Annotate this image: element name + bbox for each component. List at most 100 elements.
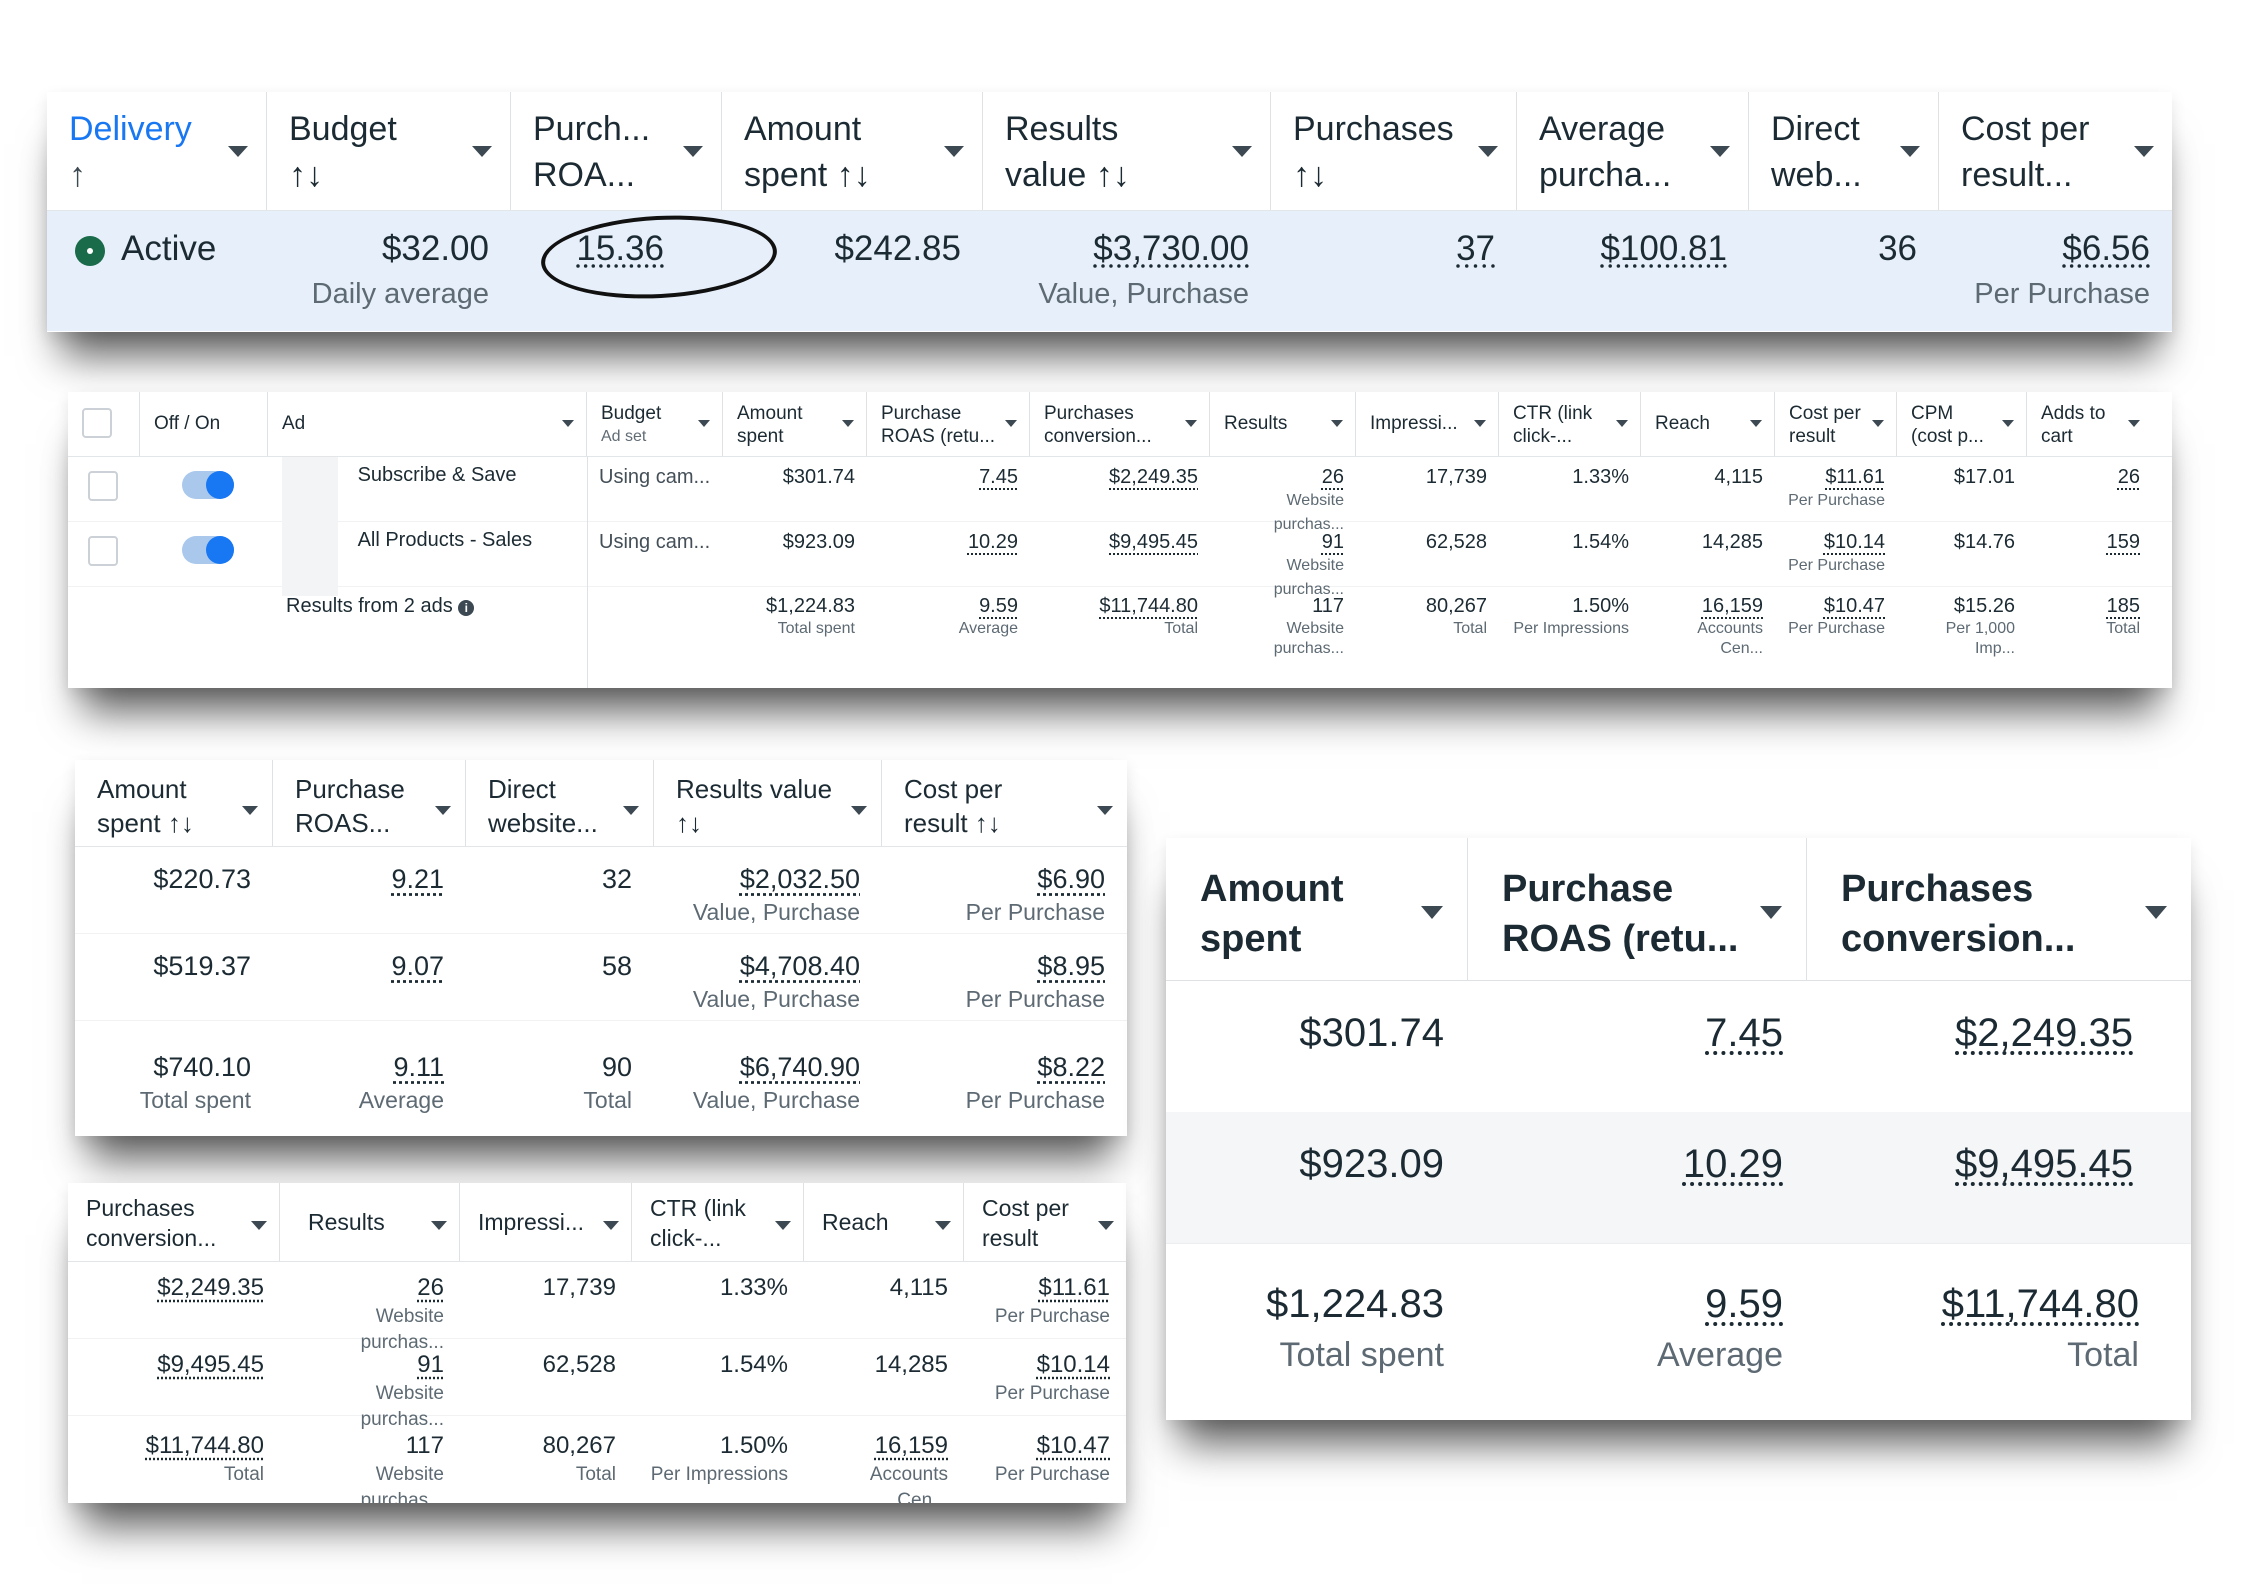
conversion-value[interactable]: $2,249.35 (157, 1274, 264, 1301)
chevron-down-icon[interactable] (1616, 420, 1628, 427)
totals-results-value[interactable]: $6,740.90 (739, 1052, 860, 1082)
chevron-down-icon[interactable] (1098, 1221, 1114, 1230)
cost-per-result-value[interactable]: $6.90 (1037, 864, 1105, 894)
conversion-value[interactable]: $9,495.45 (157, 1351, 264, 1378)
chevron-down-icon[interactable] (1097, 806, 1113, 815)
totals-adds-to-cart-value[interactable]: 185 (2106, 595, 2140, 617)
column-header-purchase-roas[interactable]: Purchase ROAS... (273, 760, 466, 846)
totals-cost-per-result-value[interactable]: $10.47 (1823, 595, 1885, 617)
totals-roas-value[interactable]: 9.11 (393, 1052, 444, 1082)
column-header-ad[interactable]: Ad (268, 392, 587, 456)
chevron-down-icon[interactable] (435, 806, 451, 815)
chevron-down-icon[interactable] (851, 806, 867, 815)
roas-value[interactable]: 15.36 (576, 229, 664, 268)
chevron-down-icon[interactable] (562, 420, 574, 427)
chevron-down-icon[interactable] (842, 420, 854, 427)
chevron-down-icon[interactable] (1232, 146, 1252, 157)
chevron-down-icon[interactable] (623, 806, 639, 815)
chevron-down-icon[interactable] (2145, 906, 2167, 919)
ad-name[interactable]: Subscribe & Save (357, 464, 517, 486)
results-value[interactable]: $3,730.00 (1093, 229, 1249, 268)
sort-arrow-icon[interactable]: ↑↓ (289, 156, 323, 194)
results-value[interactable]: 26 (417, 1274, 444, 1301)
data-row[interactable]: $9,495.45 91 Website purchas... 62,528 1… (68, 1339, 1126, 1430)
roas-value[interactable]: 10.29 (967, 531, 1018, 553)
totals-cost-per-result-value[interactable]: $8.22 (1037, 1052, 1105, 1082)
row-checkbox[interactable] (88, 536, 118, 566)
ad-toggle-switch[interactable] (182, 536, 234, 564)
average-purchase-value[interactable]: $100.81 (1600, 229, 1727, 268)
purchases-value[interactable]: 37 (1456, 229, 1495, 268)
roas-value[interactable]: 7.45 (979, 466, 1018, 488)
chevron-down-icon[interactable] (1478, 146, 1498, 157)
chevron-down-icon[interactable] (1185, 420, 1197, 427)
chevron-down-icon[interactable] (242, 806, 258, 815)
roas-value[interactable]: 7.45 (1705, 1011, 1783, 1055)
totals-conversion-value[interactable]: $11,744.80 (1941, 1282, 2139, 1326)
totals-roas-value[interactable]: 9.59 (979, 595, 1018, 617)
conversion-value[interactable]: $9,495.45 (1955, 1142, 2133, 1186)
results-value[interactable]: 91 (1321, 531, 1344, 553)
column-header-cost-per-result[interactable]: Cost per result ↑↓ (882, 760, 1127, 846)
totals-cost-per-result-value[interactable]: $10.47 (1036, 1432, 1110, 1459)
column-header-adds-to-cart[interactable]: Adds to cart (2027, 392, 2152, 456)
ad-name[interactable]: All Products - Sales (357, 529, 533, 551)
column-header-amount-spent[interactable]: Amount spent (1166, 838, 1468, 980)
column-header-amount-spent[interactable]: Amount spent ↑↓ (722, 92, 983, 210)
cost-per-result-value[interactable]: $6.56 (2062, 229, 2150, 268)
column-header-budget[interactable]: Budget ↑↓ (267, 92, 511, 210)
select-all-checkbox[interactable] (82, 408, 112, 438)
row-checkbox[interactable] (88, 471, 118, 501)
data-row[interactable]: $2,249.35 26 Website purchas... 17,739 1… (68, 1262, 1126, 1353)
chevron-down-icon[interactable] (775, 1221, 791, 1230)
column-header-amount-spent[interactable]: Amount spent (723, 392, 867, 456)
totals-reach-value[interactable]: 16,159 (1701, 595, 1763, 617)
cost-per-result-value[interactable]: $11.61 (1038, 1274, 1110, 1301)
chevron-down-icon[interactable] (2128, 420, 2140, 427)
chevron-down-icon[interactable] (1005, 420, 1017, 427)
totals-reach-value[interactable]: 16,159 (874, 1432, 948, 1459)
column-header-direct-web[interactable]: Direct web... (1749, 92, 1939, 210)
info-icon[interactable]: i (458, 600, 475, 616)
totals-roas-value[interactable]: 9.59 (1705, 1282, 1783, 1326)
column-header-amount-spent[interactable]: Amount spent ↑↓ (75, 760, 273, 846)
campaign-row[interactable]: Active $32.00 Daily average 15.36 $242.8… (47, 211, 2172, 331)
conversion-value[interactable]: $2,249.35 (1109, 466, 1198, 488)
column-header-ctr[interactable]: CTR (link click-... (1499, 392, 1641, 456)
conversion-value[interactable]: $9,495.45 (1109, 531, 1198, 553)
column-header-ctr[interactable]: CTR (link click-... (632, 1183, 804, 1261)
sort-arrow-icon[interactable]: ↑ (69, 156, 86, 194)
chevron-down-icon[interactable] (1710, 146, 1730, 157)
column-header-purchases-conversion[interactable]: Purchases conversion... (1030, 392, 1210, 456)
column-header-purchase-roas[interactable]: Purch... ROA... (511, 92, 722, 210)
column-header-reach[interactable]: Reach (804, 1183, 964, 1261)
results-value[interactable]: $2,032.50 (739, 864, 860, 894)
chevron-down-icon[interactable] (251, 1221, 267, 1230)
chevron-down-icon[interactable] (431, 1221, 447, 1230)
cost-per-result-value[interactable]: $11.61 (1825, 466, 1885, 488)
data-row[interactable]: $220.73 9.21 32 $2,032.50 Value, Purchas… (75, 847, 1127, 934)
data-row[interactable]: $923.09 10.29 $9,495.45 (1166, 1112, 2191, 1243)
column-header-delivery[interactable]: Delivery ↑ (47, 92, 267, 210)
chevron-down-icon[interactable] (1872, 420, 1884, 427)
column-header-direct-website[interactable]: Direct website... (466, 760, 654, 846)
column-header-results[interactable]: Results (1210, 392, 1356, 456)
chevron-down-icon[interactable] (2134, 146, 2154, 157)
column-header-impressions[interactable]: Impressi... (1356, 392, 1499, 456)
column-header-purchase-roas[interactable]: Purchase ROAS (retu... (867, 392, 1030, 456)
chevron-down-icon[interactable] (1474, 420, 1486, 427)
totals-conversion-value[interactable]: $11,744.80 (1099, 595, 1198, 617)
chevron-down-icon[interactable] (935, 1221, 951, 1230)
roas-value[interactable]: 10.29 (1682, 1142, 1783, 1186)
results-value[interactable]: 91 (417, 1351, 444, 1378)
chevron-down-icon[interactable] (698, 420, 710, 427)
chevron-down-icon[interactable] (944, 146, 964, 157)
sort-arrow-icon[interactable]: ↑↓ (1293, 156, 1327, 194)
chevron-down-icon[interactable] (683, 146, 703, 157)
column-header-cpm[interactable]: CPM (cost p... (1897, 392, 2027, 456)
chevron-down-icon[interactable] (1331, 420, 1343, 427)
column-header-budget[interactable]: Budget Ad set (587, 392, 723, 456)
chevron-down-icon[interactable] (1750, 420, 1762, 427)
column-header-average-purchase[interactable]: Average purcha... (1517, 92, 1749, 210)
adds-to-cart-value[interactable]: 26 (2117, 466, 2140, 488)
